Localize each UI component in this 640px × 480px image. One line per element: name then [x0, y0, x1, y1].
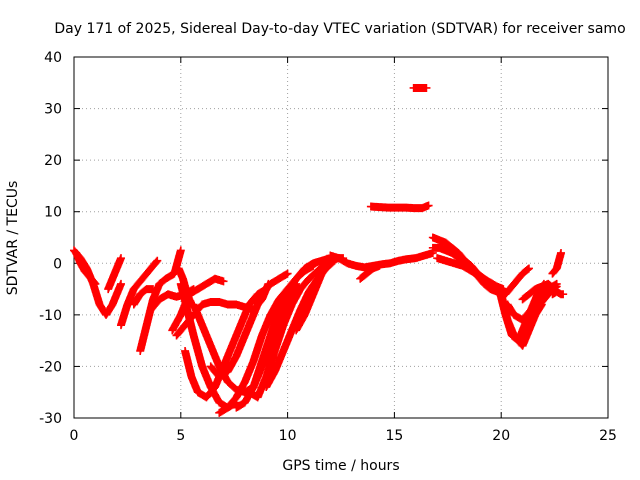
data-point-markers — [366, 201, 433, 213]
plot-frame — [73, 56, 609, 419]
y-tick-label: 20 — [44, 153, 62, 169]
y-tick-label: 10 — [44, 205, 62, 221]
data-series-arc6 — [136, 246, 185, 355]
x-tick-label: 20 — [492, 428, 510, 444]
y-tick-label: -30 — [39, 411, 62, 427]
data-point-markers — [326, 248, 437, 272]
x-tick-label: 0 — [70, 428, 79, 444]
data-series-arc21 — [356, 261, 384, 283]
data-series-arc3 — [104, 254, 125, 294]
data-series-arc5 — [129, 285, 158, 309]
data-layer — [70, 83, 568, 417]
x-axis-label: GPS time / hours — [282, 458, 399, 474]
data-point-markers — [433, 254, 533, 299]
y-axis-label: SDTVAR / TECUs — [5, 181, 21, 296]
data-series-arc28 — [497, 290, 546, 350]
data-series-arc20 — [326, 248, 437, 272]
x-tick-label: 15 — [385, 428, 403, 444]
data-series-arc14 — [206, 269, 292, 381]
data-series-arc22 — [366, 201, 433, 213]
data-series-arc4 — [116, 256, 162, 330]
chart-title: Day 171 of 2025, Sidereal Day-to-day VTE… — [54, 21, 625, 37]
x-tick-label: 25 — [599, 428, 617, 444]
data-series-arc23 — [409, 83, 431, 92]
x-tick-label: 10 — [279, 428, 297, 444]
y-tick-label: 40 — [44, 50, 62, 66]
data-series-arc19 — [292, 254, 343, 335]
y-tick-label: -10 — [39, 308, 62, 324]
y-tick-label: 0 — [53, 256, 62, 272]
x-tick-label: 5 — [176, 428, 185, 444]
data-point-markers — [409, 83, 431, 92]
data-series-arc32 — [548, 287, 568, 299]
data-series-arc31 — [535, 282, 561, 309]
y-tick-label: -20 — [39, 359, 62, 375]
grid-layer — [74, 57, 608, 418]
data-series-arc2 — [72, 248, 100, 288]
data-series-arc26 — [433, 254, 533, 299]
data-series-arc33 — [548, 248, 566, 278]
tick-layer: 0 5 10 15 20 25 -30 -20 -10 0 10 20 30 40 — [39, 50, 617, 444]
y-tick-label: 30 — [44, 102, 62, 118]
data-point-markers — [72, 248, 100, 288]
